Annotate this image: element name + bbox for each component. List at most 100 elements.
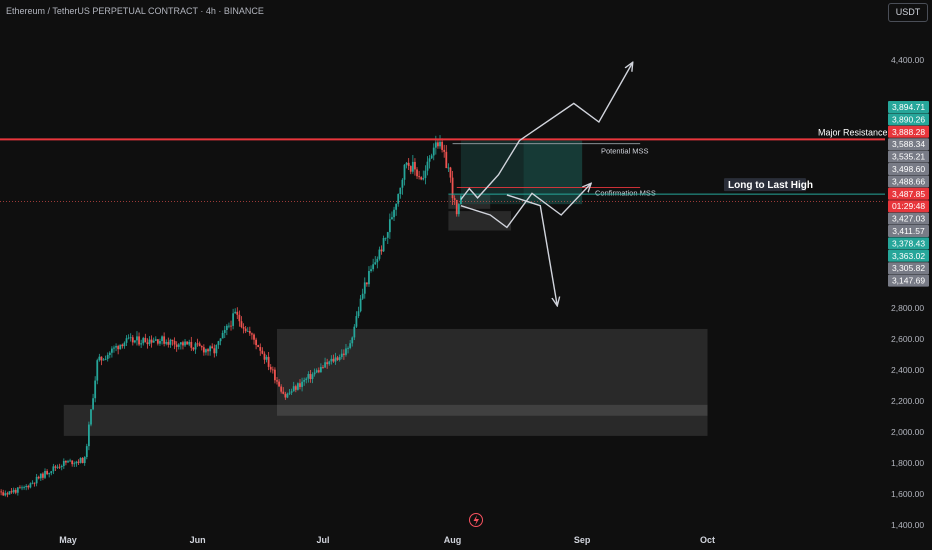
candle-body [416, 169, 418, 177]
candle-body [345, 348, 347, 355]
candle-body [79, 457, 82, 463]
lightning-bolt [473, 515, 479, 526]
candle-body [349, 343, 352, 348]
candle-body [286, 393, 289, 398]
candle-body [441, 141, 444, 150]
support-zone[interactable] [63, 404, 708, 436]
candle-body [67, 461, 69, 463]
candle-body [455, 199, 458, 215]
price-axis-tick: 1,800.00 [891, 458, 924, 468]
candles-layer [0, 135, 462, 498]
candle-body [370, 269, 372, 272]
price-axis[interactable]: 4,400.00 2,800.00 2,600.00 2,400.00 2,200.00… [887, 0, 932, 530]
candle-body [146, 342, 149, 345]
candle-body [73, 463, 76, 465]
candle-body [6, 493, 9, 495]
candle-body [328, 361, 331, 365]
candle-body [363, 282, 366, 294]
candle-body [98, 356, 101, 361]
consolidation-range[interactable] [277, 328, 708, 416]
currency-button[interactable]: USDT [888, 3, 928, 22]
candle-body [403, 164, 406, 180]
breakdown-projection[interactable] [506, 194, 557, 305]
candle-body [437, 142, 439, 147]
candle-body [215, 344, 218, 354]
candle-body [347, 347, 349, 349]
candle-body [319, 367, 322, 373]
price-label-bg [888, 163, 929, 175]
candle-body [445, 151, 448, 169]
candle-body [115, 346, 117, 348]
candle-body [280, 386, 283, 392]
price-axis-tick: 2,200.00 [891, 396, 924, 406]
candle-body [251, 333, 253, 335]
candle-body [365, 282, 368, 285]
candle-body [261, 350, 264, 354]
price-label-bg [888, 237, 929, 250]
price-label: 3,894.71 [892, 102, 925, 112]
candle-body [263, 353, 266, 360]
candle-body [255, 339, 257, 346]
candle-body [106, 354, 109, 359]
candle-body [253, 334, 255, 340]
candle-body [357, 311, 360, 317]
candle-body [453, 198, 456, 200]
confirmation-mss-label: Confirmation MSS [595, 188, 656, 197]
candle-body [248, 330, 251, 334]
candle-body [317, 370, 320, 373]
candle-body [90, 409, 92, 425]
candle-body [326, 362, 329, 365]
price-label-bg [888, 125, 929, 138]
price-label-bg [888, 138, 929, 151]
candle-body [209, 346, 212, 352]
long-to-last-high-label: Long to Last High [728, 180, 813, 191]
candle-body [244, 328, 247, 332]
candle-body [211, 346, 214, 349]
candle-body [422, 177, 425, 180]
candle-body [276, 380, 278, 382]
candle-body [25, 485, 28, 488]
candle-body [56, 466, 59, 468]
candle-body [46, 470, 48, 475]
candle-body [322, 367, 324, 368]
price-axis-tick: 1,400.00 [891, 520, 924, 530]
bullish-projection[interactable] [460, 63, 632, 200]
position-tool[interactable] [460, 140, 583, 205]
time-axis[interactable]: May Jun Jul Aug Sep Oct [59, 535, 715, 545]
candle-body [336, 357, 339, 360]
candle-body [69, 460, 71, 462]
candle-body [274, 369, 276, 381]
price-label-bg [888, 249, 929, 262]
price-label-bg [888, 274, 929, 287]
candle-body [52, 466, 55, 472]
candle-body [303, 380, 306, 382]
bearish-projection[interactable] [460, 184, 591, 229]
candle-body [351, 337, 354, 344]
major-resistance-label: Major Resistance [818, 127, 888, 137]
time-axis-tick: Oct [700, 535, 715, 545]
candle-body [144, 337, 147, 343]
candle-body [409, 166, 412, 172]
candle-body [184, 341, 186, 346]
price-axis-tick: 4,400.00 [891, 55, 924, 65]
price-axis-tick: 2,400.00 [891, 365, 924, 375]
candle-body [100, 356, 103, 361]
lightning-icon[interactable] [469, 513, 483, 527]
candle-body [315, 370, 318, 373]
candle-body [165, 341, 168, 344]
demand-zone-lower[interactable] [448, 211, 512, 231]
candle-body [161, 336, 163, 341]
candle-body [309, 374, 312, 380]
price-label: 3,488.66 [892, 176, 925, 186]
candle-body [202, 347, 205, 353]
long-position-extension-zone[interactable] [523, 140, 583, 205]
candle-body [35, 476, 38, 484]
candle-body [282, 391, 285, 394]
candle-body [305, 378, 308, 381]
price-label: 3,588.34 [892, 139, 925, 149]
candle-body [432, 147, 435, 156]
candle-body [127, 337, 130, 339]
candle-body [102, 359, 105, 361]
